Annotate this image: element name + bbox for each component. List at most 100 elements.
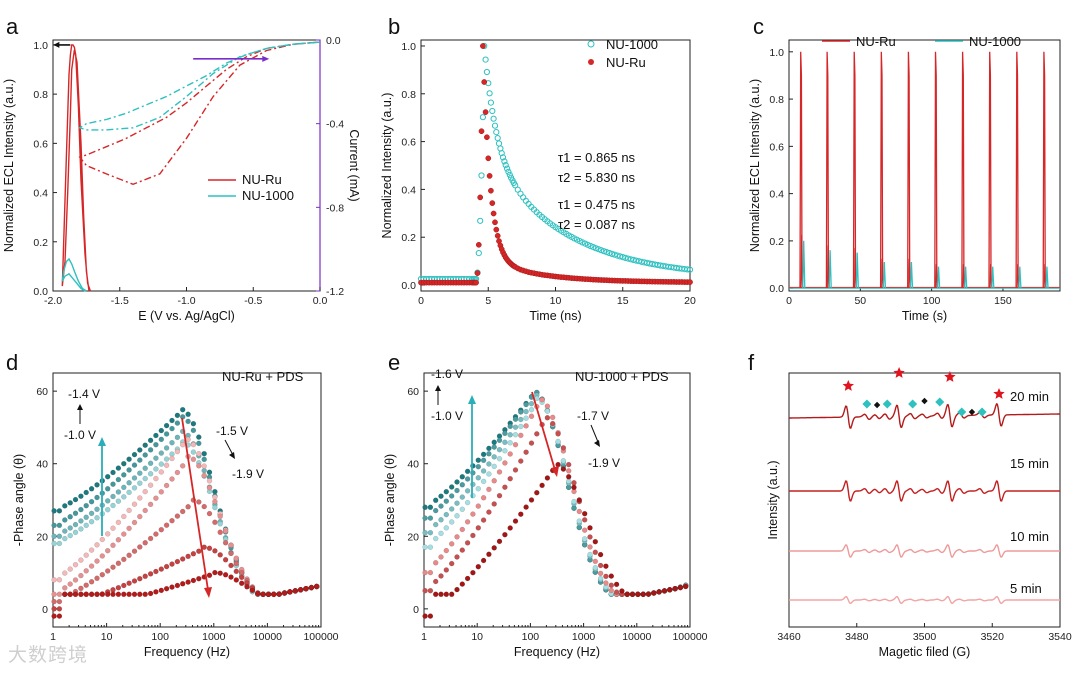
data-point-nu1000	[478, 172, 485, 179]
data-point	[507, 525, 513, 531]
data-point	[534, 431, 540, 437]
data-point-nu1000	[517, 190, 524, 197]
data-point	[454, 479, 460, 485]
y-tick-label: 0	[42, 604, 48, 616]
data-point	[238, 570, 245, 576]
data-point	[56, 508, 63, 514]
data-point-nu1000	[622, 254, 629, 261]
data-point	[56, 522, 63, 529]
pulse-nu1000	[909, 261, 914, 289]
data-point-nu1000	[482, 56, 489, 63]
data-point	[62, 585, 68, 591]
data-point	[571, 480, 577, 486]
data-point	[126, 456, 132, 462]
data-point-nuru	[480, 43, 486, 49]
pulse-nuru-shoulder	[854, 248, 857, 289]
spectrum-label: 20 min	[1010, 389, 1049, 404]
data-point	[67, 500, 73, 506]
data-point	[78, 518, 84, 524]
data-point	[158, 450, 165, 456]
data-point	[190, 449, 197, 455]
data-point	[67, 532, 73, 539]
x-axis-label: Frequency (Hz)	[144, 645, 230, 659]
data-point	[196, 548, 202, 554]
data-point	[158, 436, 165, 443]
data-point	[303, 586, 309, 592]
x-tick-label: 3520	[981, 631, 1005, 643]
pulse-nuru	[907, 51, 912, 289]
data-point	[83, 582, 89, 588]
data-point-nu1000	[498, 150, 505, 157]
voltage-note: -1.7 V	[577, 409, 609, 423]
pulse-nuru	[1042, 51, 1047, 289]
data-point	[158, 489, 165, 495]
pulse-nuru-shoulder	[1016, 264, 1019, 289]
data-point	[201, 467, 207, 474]
data-point	[518, 409, 524, 415]
data-point	[433, 507, 439, 514]
data-point	[115, 537, 122, 543]
data-point	[507, 423, 513, 430]
data-point	[222, 540, 229, 546]
data-point	[179, 463, 186, 469]
data-point	[475, 457, 481, 463]
legend-label: NU-1000	[242, 188, 294, 203]
data-point	[502, 439, 508, 445]
data-point	[222, 528, 229, 534]
pulse-nuru-shoulder	[881, 258, 884, 289]
data-point-nuru	[493, 226, 500, 233]
arrow-head	[98, 437, 106, 446]
data-point	[153, 589, 159, 595]
data-point	[142, 540, 148, 546]
data-point-nu1000	[502, 162, 509, 169]
x-tick-label: 0.0	[313, 295, 328, 307]
data-point-nuru	[492, 219, 498, 226]
data-point	[228, 550, 234, 557]
voltage-note: -1.0 V	[431, 409, 463, 423]
y-tick-label: 0.2	[401, 232, 416, 244]
data-point	[550, 414, 556, 421]
data-point	[534, 490, 540, 496]
data-point	[454, 534, 460, 540]
arrow-head	[551, 466, 559, 477]
data-point	[433, 535, 439, 542]
data-point	[104, 548, 111, 554]
data-point	[126, 525, 132, 532]
data-point	[427, 504, 434, 510]
data-point	[528, 497, 535, 503]
data-point	[94, 515, 100, 521]
data-point	[287, 589, 293, 595]
data-point-nu1000	[477, 217, 484, 224]
data-point	[651, 590, 657, 596]
data-point	[190, 456, 197, 462]
voltage-note: -1.0 V	[64, 428, 96, 442]
data-point	[255, 591, 261, 597]
y-tick-label: 0.0	[33, 286, 48, 298]
voltage-note: -1.9 V	[588, 456, 620, 470]
data-point	[121, 513, 127, 520]
data-point	[560, 466, 567, 472]
data-point-nu1000	[501, 158, 508, 165]
data-point	[94, 558, 100, 564]
pulse-nuru-shoulder	[908, 258, 911, 289]
diamond-marker-teal	[882, 399, 892, 409]
data-point	[153, 531, 159, 537]
y-tick-label: 1.0	[401, 41, 416, 53]
data-point	[104, 568, 111, 574]
arrow-head	[435, 385, 441, 391]
panel-label: e	[388, 350, 400, 375]
data-point	[51, 577, 57, 583]
data-point	[228, 574, 234, 580]
data-point	[88, 579, 95, 585]
data-point	[422, 569, 428, 576]
data-point-nuru	[489, 200, 496, 206]
pulse-nu1000	[882, 261, 887, 289]
legend-label: NU-Ru	[856, 34, 896, 49]
data-point-nu1000	[475, 250, 482, 257]
y-tick-label: 60	[407, 386, 419, 398]
data-point	[491, 463, 497, 470]
pulse-nu1000	[936, 266, 941, 289]
data-point	[88, 591, 95, 597]
data-point	[153, 442, 159, 448]
data-point	[496, 469, 503, 475]
